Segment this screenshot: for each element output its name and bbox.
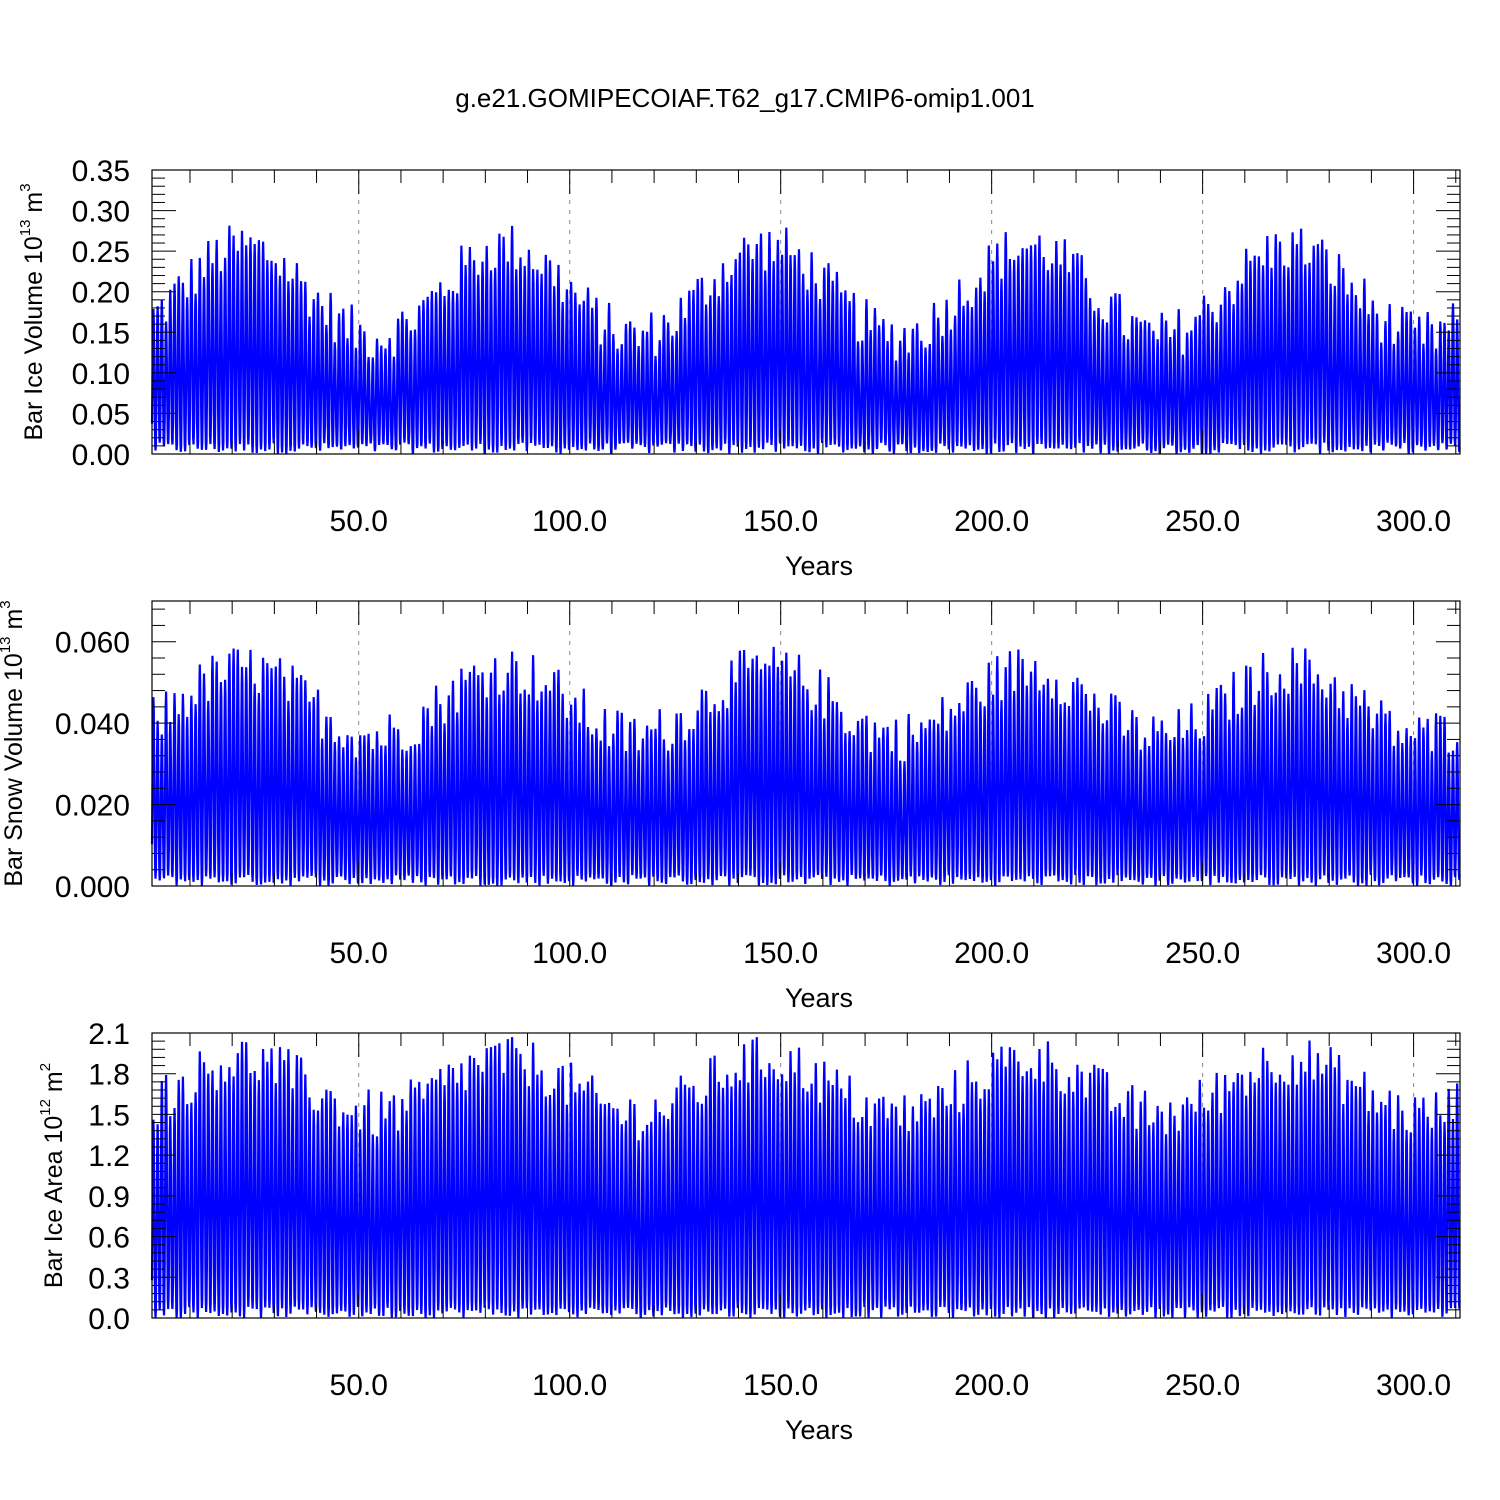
x-tick-label: 50.0 xyxy=(330,937,388,970)
series-line xyxy=(150,646,1461,887)
y-axis-label: Bar Snow Volume 1013 m3 xyxy=(0,600,28,886)
y-tick-label: 0.060 xyxy=(55,627,130,660)
x-tick-label: 300.0 xyxy=(1376,937,1451,970)
y-tick-label: 0.10 xyxy=(72,358,130,391)
y-tick-label: 0.30 xyxy=(72,196,130,229)
y-tick-label: 1.8 xyxy=(88,1059,130,1092)
series-line xyxy=(150,1037,1461,1319)
x-axis-label: Years xyxy=(785,551,853,581)
panel-1: 0.00 0.05 0.10 0.15 0.20 0.25 0.30 0.35 50.0 100.… xyxy=(17,155,1461,581)
y-axis-label: Bar Ice Area 1012 m2 xyxy=(37,1063,68,1288)
x-tick-label: 200.0 xyxy=(954,505,1029,538)
chart-title: g.e21.GOMIPECOIAF.T62_g17.CMIP6-omip1.00… xyxy=(455,83,1035,113)
y-tick-label: 0.15 xyxy=(72,317,130,350)
y-axis-label: Bar Ice Volume 1013 m3 xyxy=(17,183,48,440)
x-tick-label: 250.0 xyxy=(1165,505,1240,538)
y-tick-label: 2.1 xyxy=(88,1018,130,1051)
x-tick-label: 200.0 xyxy=(954,1369,1029,1402)
y-tick-label: 0.040 xyxy=(55,708,130,741)
y-tick-label: 0.6 xyxy=(88,1222,130,1255)
y-tick-label: 0.05 xyxy=(72,398,130,431)
plot-frame xyxy=(151,1032,1461,1319)
x-tick-label: 250.0 xyxy=(1165,1369,1240,1402)
plot-frame xyxy=(151,169,1461,455)
x-tick-label: 150.0 xyxy=(743,505,818,538)
x-tick-label: 100.0 xyxy=(532,937,607,970)
x-tick-label: 100.0 xyxy=(532,505,607,538)
y-tick-label: 1.5 xyxy=(88,1099,130,1132)
x-tick-label: 150.0 xyxy=(743,1369,818,1402)
x-tick-label: 50.0 xyxy=(330,1369,388,1402)
x-axis-label: Years xyxy=(785,1415,853,1445)
y-tick-label: 0.020 xyxy=(55,790,130,823)
x-tick-label: 100.0 xyxy=(532,1369,607,1402)
y-tick-label: 0.3 xyxy=(88,1262,130,1295)
y-tick-label: 0.000 xyxy=(55,871,130,904)
x-tick-label: 150.0 xyxy=(743,937,818,970)
y-tick-label: 0.35 xyxy=(72,155,130,188)
x-tick-label: 250.0 xyxy=(1165,937,1240,970)
panel-3: 0.0 0.3 0.6 0.9 1.2 1.5 1.8 2.1 50.0 100.0 150.0 20… xyxy=(37,1018,1461,1445)
x-tick-label: 50.0 xyxy=(330,505,388,538)
y-tick-label: 1.2 xyxy=(88,1140,130,1173)
panels: 0.00 0.05 0.10 0.15 0.20 0.25 0.30 0.35 50.0 100.… xyxy=(0,155,1461,1445)
x-axis-label: Years xyxy=(785,983,853,1013)
series-line xyxy=(150,225,1461,455)
plot-frame xyxy=(151,600,1461,887)
y-tick-label: 0.9 xyxy=(88,1181,130,1214)
y-tick-label: 0.00 xyxy=(72,439,130,472)
y-tick-label: 0.20 xyxy=(72,277,130,310)
x-tick-label: 300.0 xyxy=(1376,1369,1451,1402)
panel-2: 0.000 0.020 0.040 0.060 50.0 100.0 150.0 200.0 2… xyxy=(0,600,1461,1013)
y-tick-label: 0.25 xyxy=(72,236,130,269)
y-tick-label: 0.0 xyxy=(88,1303,130,1336)
x-tick-label: 300.0 xyxy=(1376,505,1451,538)
x-tick-label: 200.0 xyxy=(954,937,1029,970)
